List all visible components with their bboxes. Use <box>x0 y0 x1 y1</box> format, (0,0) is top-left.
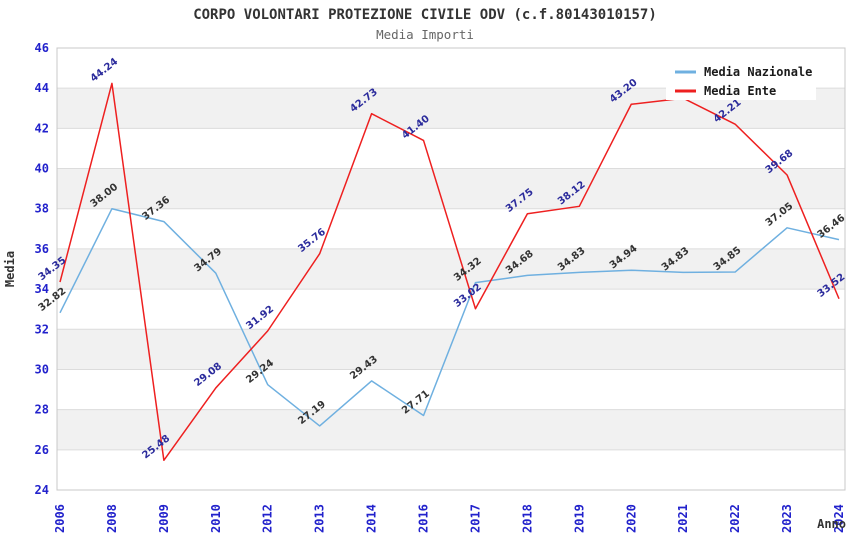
value-label: 36.46 <box>816 213 848 241</box>
series-line-media-nazionale <box>59 207 840 427</box>
legend <box>666 58 816 100</box>
x-tick-label: 2013 <box>313 504 327 533</box>
x-axis-title: Anno <box>817 517 846 531</box>
x-tick-label: 2021 <box>676 504 690 533</box>
plot-band <box>57 168 845 209</box>
plot-band <box>57 329 845 370</box>
x-tick-label: 2023 <box>780 504 794 533</box>
legend-label: Media Nazionale <box>704 65 812 79</box>
y-tick-label: 38 <box>35 202 49 216</box>
x-tick-label: 2018 <box>520 504 534 533</box>
x-tick-label: 2008 <box>105 504 119 533</box>
y-tick-label: 42 <box>35 121 49 135</box>
y-tick-label: 46 <box>35 41 49 55</box>
plot-band <box>57 248 845 290</box>
y-tick-label: 34 <box>35 282 49 296</box>
value-label: 31.92 <box>244 304 276 332</box>
y-axis-title: Media <box>3 251 17 287</box>
x-tick-label: 2016 <box>417 504 431 533</box>
value-label: 44.24 <box>89 56 121 84</box>
x-tick-label: 2009 <box>157 504 171 533</box>
chart-title: CORPO VOLONTARI PROTEZIONE CIVILE ODV (c… <box>193 7 657 23</box>
x-tick-label: 2017 <box>468 504 482 533</box>
x-tick-label: 2022 <box>728 504 742 533</box>
x-tick-label: 2019 <box>572 504 586 533</box>
series-line-media-ente <box>59 82 840 462</box>
y-tick-label: 28 <box>35 403 49 417</box>
y-tick-label: 26 <box>35 443 49 457</box>
y-tick-label: 32 <box>35 322 49 336</box>
legend-label: Media Ente <box>704 84 776 98</box>
x-tick-label: 2024 <box>832 504 846 533</box>
plot-area <box>56 47 846 491</box>
x-tick-label: 2006 <box>53 504 67 533</box>
y-tick-label: 40 <box>35 162 49 176</box>
x-tick-label: 2014 <box>365 504 379 533</box>
chart-subtitle: Media Importi <box>376 27 474 42</box>
y-tick-label: 36 <box>35 242 49 256</box>
x-tick-label: 2012 <box>261 504 275 533</box>
x-tick-label: 2020 <box>624 504 638 533</box>
y-tick-label: 30 <box>35 362 49 376</box>
y-tick-label: 24 <box>35 483 49 497</box>
y-tick-label: 44 <box>35 81 49 95</box>
x-tick-label: 2010 <box>209 504 223 533</box>
plot-band <box>57 409 845 450</box>
